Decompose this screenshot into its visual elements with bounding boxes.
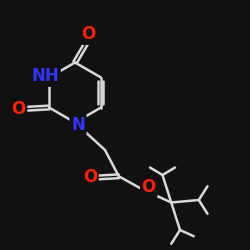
Text: NH: NH (32, 67, 59, 85)
Text: O: O (82, 25, 96, 43)
Text: O: O (142, 178, 156, 196)
Text: O: O (83, 168, 97, 186)
Text: N: N (71, 116, 85, 134)
Text: O: O (12, 100, 26, 118)
